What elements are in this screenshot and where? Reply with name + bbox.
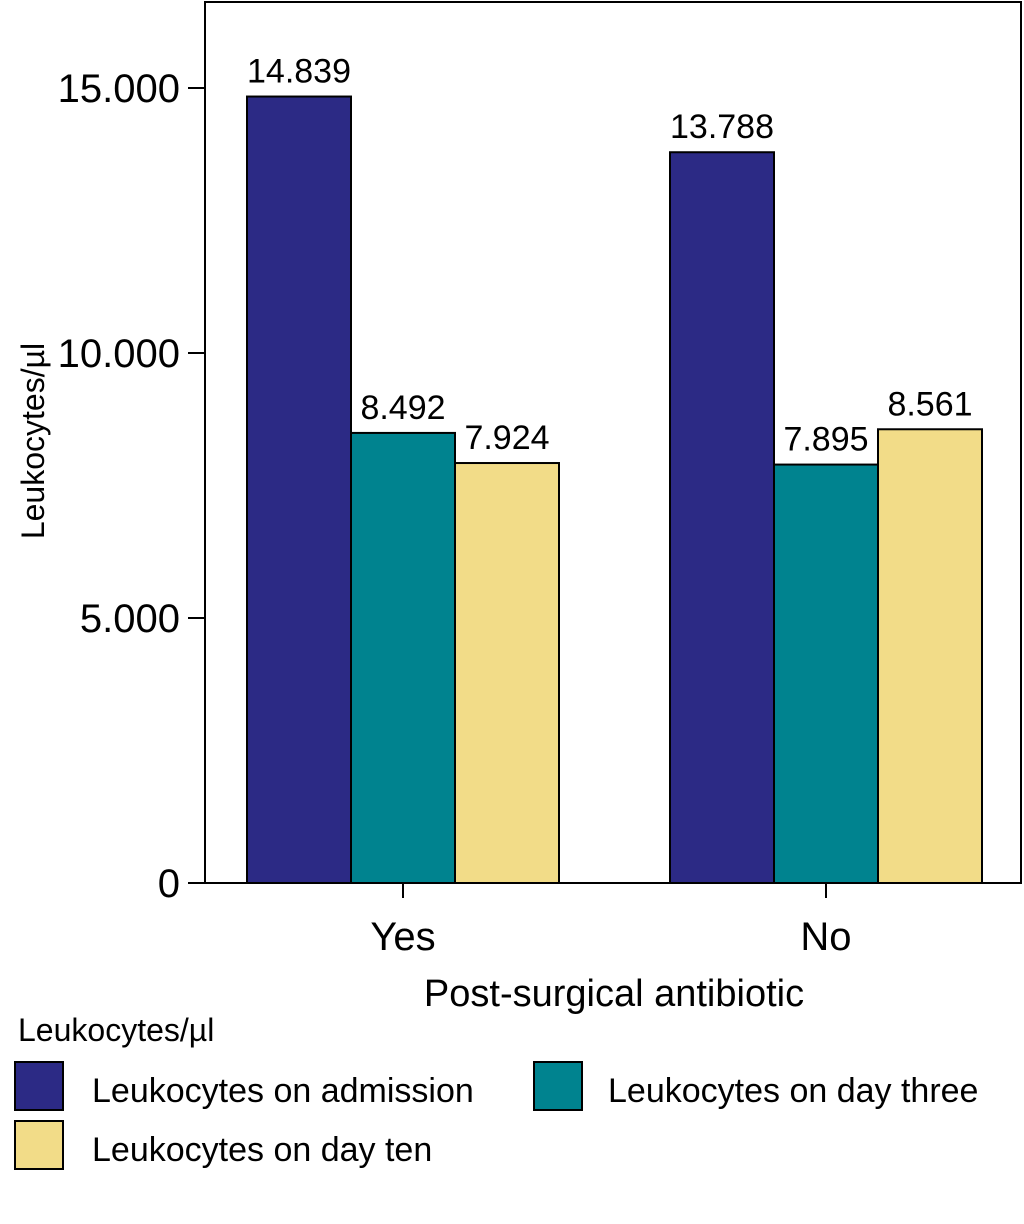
bar xyxy=(773,463,879,884)
bar-value-label: 13.788 xyxy=(670,108,774,146)
bar xyxy=(877,428,983,884)
legend-label: Leukocytes on admission xyxy=(92,1072,474,1110)
bar xyxy=(350,431,456,884)
bar-value-label: 14.839 xyxy=(247,53,351,91)
bar xyxy=(454,462,560,884)
bar xyxy=(669,151,775,884)
legend-swatch xyxy=(533,1061,583,1111)
legend-title: Leukocytes/µl xyxy=(18,1012,214,1048)
y-tick-label: 0 xyxy=(158,862,180,906)
bar-value-label: 7.924 xyxy=(464,419,549,457)
x-tick-label: No xyxy=(800,915,851,959)
legend-swatch xyxy=(14,1120,64,1170)
bar-value-label: 7.895 xyxy=(783,421,868,459)
y-axis-title: Leukocytes/µl xyxy=(15,343,51,539)
bar xyxy=(246,95,352,884)
bar-value-label: 8.561 xyxy=(887,385,972,423)
y-tick-label: 5.000 xyxy=(80,597,180,641)
legend-swatch xyxy=(14,1061,64,1111)
x-axis: Yes No xyxy=(370,883,852,959)
y-axis: 0 5.000 10.000 15.000 xyxy=(58,67,205,906)
legend-label: Leukocytes on day ten xyxy=(92,1131,432,1169)
legend-label: Leukocytes on day three xyxy=(608,1072,978,1110)
x-axis-title: Post-surgical antibiotic xyxy=(424,973,804,1015)
bar-value-label: 8.492 xyxy=(360,389,445,427)
bars xyxy=(246,95,983,884)
y-tick-label: 10.000 xyxy=(58,332,180,376)
legend: Leukocytes/µl Leukocytes on admission Leu… xyxy=(14,1012,978,1170)
x-tick-label: Yes xyxy=(370,915,435,959)
y-tick-label: 15.000 xyxy=(58,67,180,111)
bar-labels: 14.839 8.492 7.924 13.788 7.895 8.561 xyxy=(247,53,973,459)
plot-frame xyxy=(204,1,1022,884)
